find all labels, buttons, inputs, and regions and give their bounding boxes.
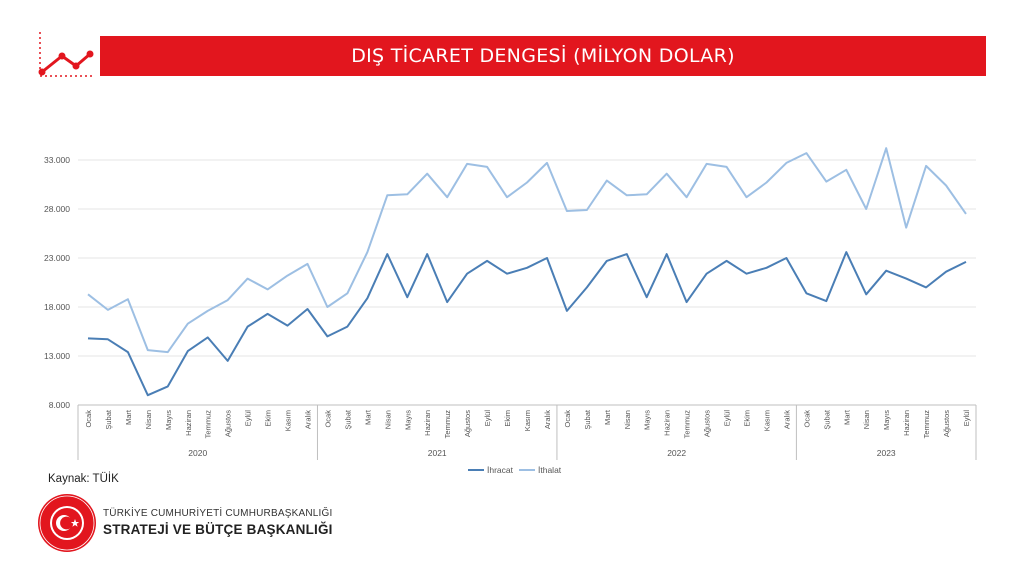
- x-tick-label: Temmuz: [204, 410, 213, 439]
- x-tick-label: Temmuz: [922, 410, 931, 439]
- x-tick-label: Haziran: [423, 410, 432, 436]
- x-tick-label: Ağustos: [942, 410, 951, 437]
- trend-line-icon: [38, 32, 94, 77]
- y-tick-label: 23.000: [44, 253, 70, 263]
- x-tick-label: Kasım: [523, 410, 532, 431]
- x-tick-label: Kasım: [762, 410, 771, 431]
- x-tick-label: Nisan: [383, 410, 392, 429]
- x-tick-label: Mayıs: [882, 410, 891, 430]
- x-tick-label: Temmuz: [443, 410, 452, 439]
- year-label: 2020: [188, 448, 207, 458]
- x-tick-label: Aralık: [782, 410, 791, 429]
- x-tick-label: Mart: [842, 409, 851, 425]
- x-tick-label: Ocak: [323, 410, 332, 428]
- y-tick-label: 8.000: [49, 400, 71, 410]
- x-tick-label: Eylül: [244, 410, 253, 427]
- x-tick-label: Kasım: [284, 410, 293, 431]
- page-title-text: DIŞ TİCARET DENGESİ (MİLYON DOLAR): [351, 45, 735, 67]
- x-tick-label: Nisan: [623, 410, 632, 429]
- x-tick-label: Ocak: [84, 410, 93, 428]
- y-tick-label: 28.000: [44, 204, 70, 214]
- legend-label: İthalat: [538, 465, 562, 475]
- x-tick-label: Mart: [363, 409, 372, 425]
- x-tick-label: Ekim: [264, 410, 273, 427]
- x-tick-label: Şubat: [343, 409, 352, 430]
- series-line-ihracat: [87, 251, 967, 397]
- x-tick-label: Mayıs: [643, 410, 652, 430]
- x-tick-label: Eylül: [483, 410, 492, 427]
- x-tick-label: Nisan: [144, 410, 153, 429]
- org-line-1: TÜRKİYE CUMHURİYETİ CUMHURBAŞKANLIĞI: [103, 508, 333, 519]
- y-tick-label: 13.000: [44, 351, 70, 361]
- x-tick-label: Ağustos: [224, 410, 233, 437]
- page-title: DIŞ TİCARET DENGESİ (MİLYON DOLAR): [100, 36, 986, 76]
- year-label: 2022: [667, 448, 686, 458]
- x-tick-label: Ekim: [503, 410, 512, 427]
- x-tick-label: Eylül: [723, 410, 732, 427]
- x-tick-label: Ekim: [743, 410, 752, 427]
- x-tick-label: Aralık: [303, 410, 312, 429]
- x-tick-label: Ocak: [563, 410, 572, 428]
- y-tick-label: 33.000: [44, 155, 70, 165]
- x-tick-label: Temmuz: [683, 410, 692, 439]
- x-tick-label: Mart: [124, 409, 133, 425]
- x-tick-label: Haziran: [663, 410, 672, 436]
- x-tick-label: Şubat: [583, 409, 592, 430]
- x-tick-label: Nisan: [862, 410, 871, 429]
- series-line-ithalat: [87, 147, 967, 354]
- x-tick-label: Şubat: [104, 409, 113, 430]
- x-tick-label: Ağustos: [703, 410, 712, 437]
- x-tick-label: Mayıs: [403, 410, 412, 430]
- x-tick-label: Aralık: [543, 410, 552, 429]
- x-tick-label: Mart: [603, 409, 612, 425]
- source-label: Kaynak: TÜİK: [48, 473, 119, 485]
- x-tick-label: Eylül: [962, 410, 971, 427]
- org-line-2: STRATEJİ VE BÜTÇE BAŞKANLIĞI: [103, 522, 333, 537]
- year-label: 2021: [428, 448, 447, 458]
- sbb-emblem-icon: [38, 494, 96, 552]
- x-tick-label: Haziran: [184, 410, 193, 436]
- year-label: 2023: [877, 448, 896, 458]
- x-tick-label: Haziran: [902, 410, 911, 436]
- x-tick-label: Şubat: [822, 409, 831, 430]
- y-tick-label: 18.000: [44, 302, 70, 312]
- x-tick-label: Ocak: [802, 410, 811, 428]
- x-tick-label: Ağustos: [463, 410, 472, 437]
- x-tick-label: Mayıs: [164, 410, 173, 430]
- legend-label: İhracat: [487, 465, 514, 475]
